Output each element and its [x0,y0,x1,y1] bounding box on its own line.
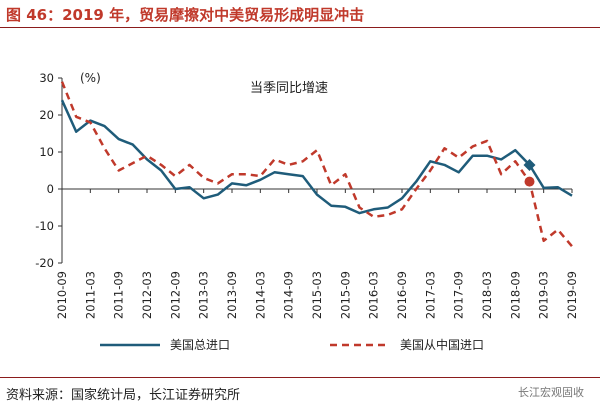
bottom-divider [0,377,600,378]
x-tick-label: 2014-03 [253,271,267,319]
x-tick-label: 2013-03 [197,271,211,319]
x-tick-label: 2012-09 [168,271,182,319]
chart-series [60,81,573,248]
legend-label-china-imports: 美国从中国进口 [400,337,484,352]
marker-total-imports [523,158,536,171]
x-tick-label: 2019-03 [537,271,551,319]
x-tick-label: 2018-03 [480,271,494,319]
series-line-china-imports [60,81,573,248]
chart-legend: 美国总进口 美国从中国进口 [100,337,484,352]
x-tick-label: 2016-03 [367,271,381,319]
x-tick-label: 2015-03 [310,271,324,319]
x-tick-label: 2010-09 [55,271,69,319]
x-tick-label: 2011-03 [83,271,97,319]
top-divider [0,27,600,28]
legend-label-total-imports: 美国总进口 [170,338,230,352]
x-tick-label: 2012-03 [140,271,154,319]
y-tick-label: -10 [35,219,54,233]
x-tick-label: 2014-09 [282,271,296,319]
source-note: 资料来源：国家统计局，长江证券研究所 [6,388,241,403]
x-tick-label: 2011-09 [112,271,126,319]
marker-china-imports [524,176,535,187]
y-tick-label: -20 [35,256,54,270]
x-tick-label: 2017-03 [423,271,437,319]
y-tick-label: 10 [39,145,54,159]
chart-title: 当季同比增速 [250,81,328,96]
x-tick-label: 2013-09 [225,271,239,319]
x-tick-label: 2018-09 [508,271,522,319]
y-axis-label: (%) [80,71,101,85]
y-tick-label: 0 [47,182,54,196]
series-line-total-imports [60,99,573,215]
y-tick-label: 20 [39,108,54,122]
brand-watermark: 长江宏观固收 [518,386,584,399]
figure-title: 图 46：2019 年，贸易摩擦对中美贸易形成明显冲击 [6,6,365,24]
y-tick-label: 30 [39,71,54,85]
x-tick-label: 2016-09 [395,271,409,319]
x-tick-label: 2017-09 [452,271,466,319]
x-tick-label: 2015-09 [338,271,352,319]
x-tick-label: 2019-09 [565,271,579,319]
